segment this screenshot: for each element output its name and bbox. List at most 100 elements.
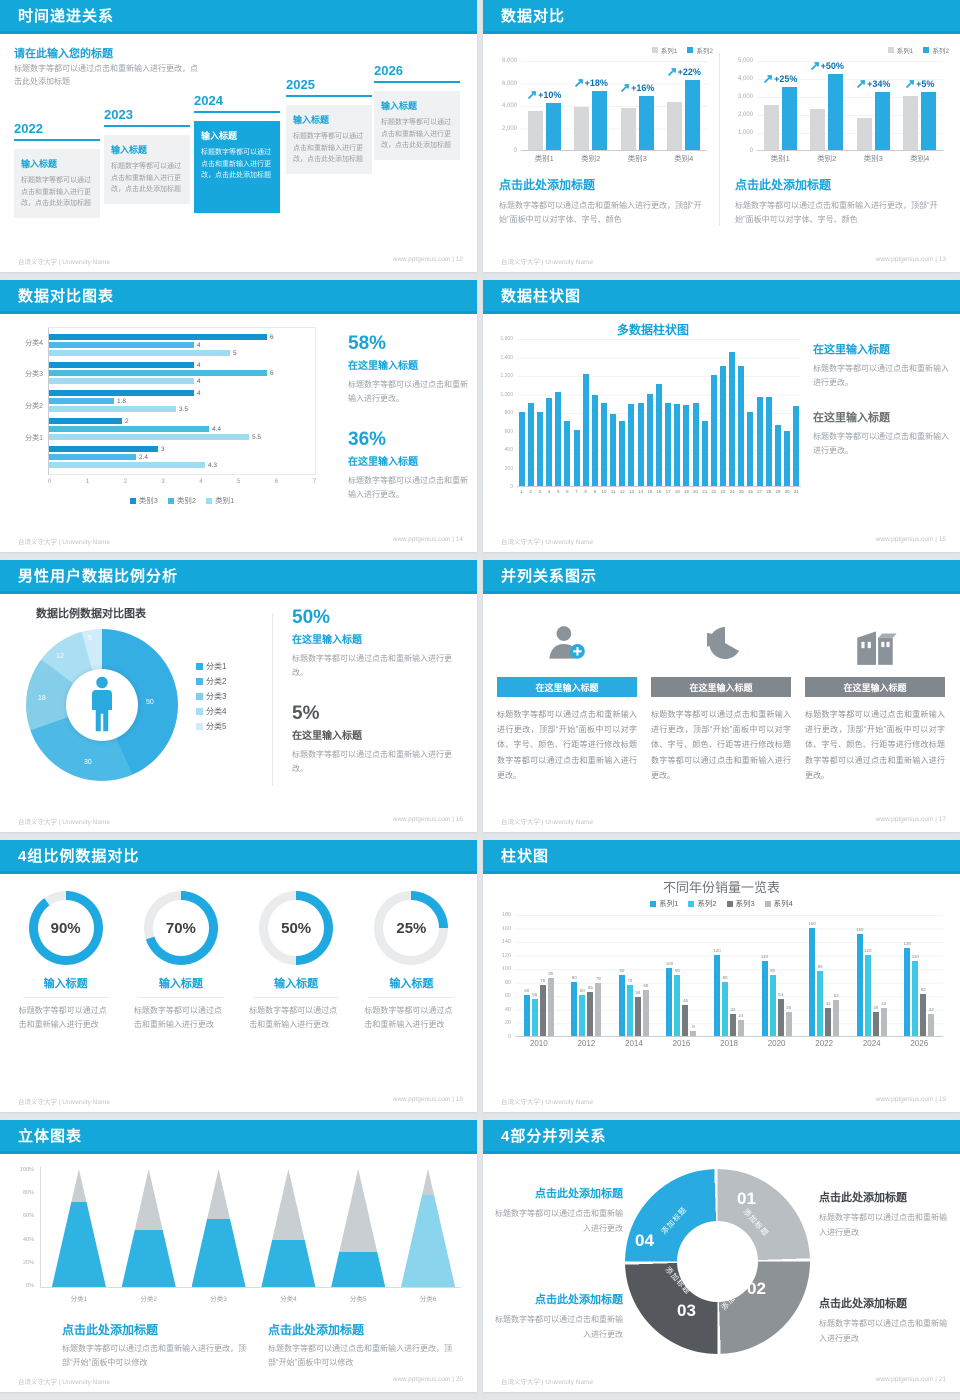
footer-site-page: www.pptgenius.com | 16 — [392, 816, 463, 823]
x-tick: 6 — [566, 489, 569, 494]
cone-item: 分类4 — [253, 1169, 323, 1303]
ring-stat: 90% 输入标题 标题数字等都可以通过点击和重新输入进行更改 — [15, 891, 117, 1033]
slide-header: 数据对比 — [483, 0, 960, 34]
text-block: 点击此处添加标题 标题数字等都可以通过点击和重新输入进行更改，顶部“开始”面板中… — [731, 176, 951, 228]
x-tick: 21 — [702, 489, 708, 494]
slide-14-body: 6 4 5 4 6 4 4 1.8 3.5 2 4.4 5.5 3 2.4 4.3 分类4 分类3 分类2 分类1 0… — [0, 317, 477, 532]
y-tick: 800 — [504, 410, 513, 416]
legend-label: 分类3 — [206, 692, 227, 701]
ring-title: 输入标题 — [274, 978, 319, 990]
y-tick: 0 — [510, 484, 513, 490]
bar-value: 32 — [730, 1007, 736, 1012]
column-body: 标题数字等都可以通过点击和重新输入进行更改，顶部“开始”面板中可以对字体、字号、… — [497, 710, 637, 780]
bar — [828, 74, 844, 150]
bar-chart: 1,600 1,400 1,200 1,000 800 600 400 200 0 1 2 3 4 5 6 7… — [491, 336, 801, 494]
plot-area: +25% +50% +34% +5% — [757, 61, 943, 151]
bar — [763, 105, 779, 150]
section-heading: 请在此输入您的标题 — [14, 48, 113, 60]
timeline-item: 2023 输入标题 标题数字等都可以通过点击和重新输入进行更改，点击此处添加标题 — [104, 107, 190, 204]
bar-group — [737, 366, 746, 486]
legend-swatch — [196, 723, 203, 730]
bar — [685, 80, 701, 150]
bar-group — [517, 412, 526, 486]
bar — [49, 378, 194, 384]
bar-value: 120 — [863, 948, 872, 953]
bar: 90 — [618, 968, 625, 1036]
x-tick: 28 — [766, 489, 772, 494]
y-tick: 2,000 — [501, 125, 517, 132]
ring-stat: 50% 输入标题 标题数字等都可以通过点击和重新输入进行更改 — [245, 891, 347, 1033]
slide-title: 并列关系图示 — [501, 568, 598, 585]
bar-group — [755, 397, 764, 486]
segment-number: 04 — [635, 1231, 654, 1250]
y-tick: 4,000 — [737, 76, 753, 82]
bar: 90 — [674, 968, 681, 1036]
bar-group: 4 6 4 — [49, 362, 315, 385]
bar-value: 90 — [674, 968, 680, 973]
y-tick: 0% — [26, 1282, 34, 1289]
bar: 160 — [808, 921, 816, 1036]
growth-arrow-icon — [763, 75, 773, 84]
block-title: 点击此处添加标题 — [268, 1323, 365, 1337]
bar-group — [709, 375, 718, 486]
bar-group — [544, 398, 553, 486]
timeline-box-body: 标题数字等都可以通过点击和重新输入进行更改，点击此处添加标题 — [381, 119, 451, 150]
bar-group: +34% — [850, 79, 897, 150]
legend-label: 系列1 — [660, 48, 678, 55]
bar-value: 110 — [761, 954, 769, 959]
block-body: 标题数字等都可以通过点击和重新输入进行更改，顶部“开始”面板中可以对字体、字号、… — [735, 201, 938, 225]
x-tick: 30 — [784, 489, 790, 494]
bar-group — [718, 366, 727, 486]
y-tick: 20 — [504, 1020, 511, 1027]
y-tick: 1,200 — [500, 373, 513, 379]
timeline-box: 输入标题 标题数字等都可以通过点击和重新输入进行更改，点击此处添加标题 — [286, 105, 372, 174]
bar: 58 — [634, 990, 641, 1036]
bar — [574, 107, 590, 150]
x-tick: 5 — [236, 479, 241, 485]
timeline-box-title: 输入标题 — [381, 101, 418, 111]
ring-body: 标题数字等都可以通过点击和重新输入进行更改 — [18, 1006, 107, 1030]
bar-value: 6 — [270, 333, 274, 341]
legend-label: 系列2 — [932, 48, 949, 55]
stat-percent: 36% — [348, 428, 387, 450]
bar-group — [673, 404, 682, 486]
x-tick: 2026 — [910, 1039, 929, 1048]
bar-value: 3.5 — [179, 405, 189, 413]
bar — [49, 406, 176, 412]
bar: 60 — [579, 988, 586, 1036]
bar-value: 58 — [635, 990, 641, 995]
cone-fill — [331, 1251, 386, 1287]
bar-value: 5 — [233, 349, 237, 357]
timeline-rule — [104, 125, 190, 127]
slide-header: 并列关系图示 — [483, 560, 960, 594]
growth-label: +50% — [794, 61, 861, 71]
y-tick: 100 — [501, 966, 511, 973]
chart-legend: 系列1 系列2 — [887, 45, 949, 55]
bar — [793, 406, 800, 486]
x-tick: 类别3 — [863, 154, 883, 163]
bar: 110 — [761, 954, 768, 1036]
bar: 24 — [738, 1013, 745, 1036]
block-body: 标题数字等都可以通过点击和重新输入进行更改，顶部“开始”面板中可以对字体、字号、… — [499, 201, 702, 225]
legend-item: 分类5 — [196, 721, 226, 732]
bar-group — [764, 397, 773, 486]
bar — [692, 403, 699, 486]
stat-subtitle: 在这里输入标题 — [292, 635, 362, 646]
bar: 46 — [682, 998, 689, 1036]
y-tick: 40% — [22, 1236, 34, 1243]
column-body: 标题数字等都可以通过点击和重新输入进行更改，顶部“开始”面板中可以对字体、字号、… — [651, 710, 791, 780]
slide-title: 柱状图 — [501, 848, 550, 865]
footer-university: 台湾义守大学 | University Name — [501, 819, 593, 826]
axis-line — [40, 1167, 41, 1287]
stat-body: 标题数字等都可以通过点击和重新输入进行更改。 — [348, 475, 468, 500]
donut-chart: 50 30 18 12 5 — [26, 629, 178, 781]
bar-value: 80 — [571, 975, 577, 980]
bar — [619, 421, 626, 486]
legend-label: 系列2 — [697, 899, 717, 908]
growth-value: +22% — [677, 67, 701, 77]
bar: 32 — [928, 1007, 935, 1036]
slide-17-body: 在这里输入标题 标题数字等都可以通过点击和重新输入进行更改，顶部“开始”面板中可… — [483, 597, 960, 812]
bar-value: 8 — [692, 1024, 695, 1029]
legend-label: 系列4 — [773, 899, 793, 908]
chart-title: 不同年份销量一览表 — [662, 880, 780, 895]
